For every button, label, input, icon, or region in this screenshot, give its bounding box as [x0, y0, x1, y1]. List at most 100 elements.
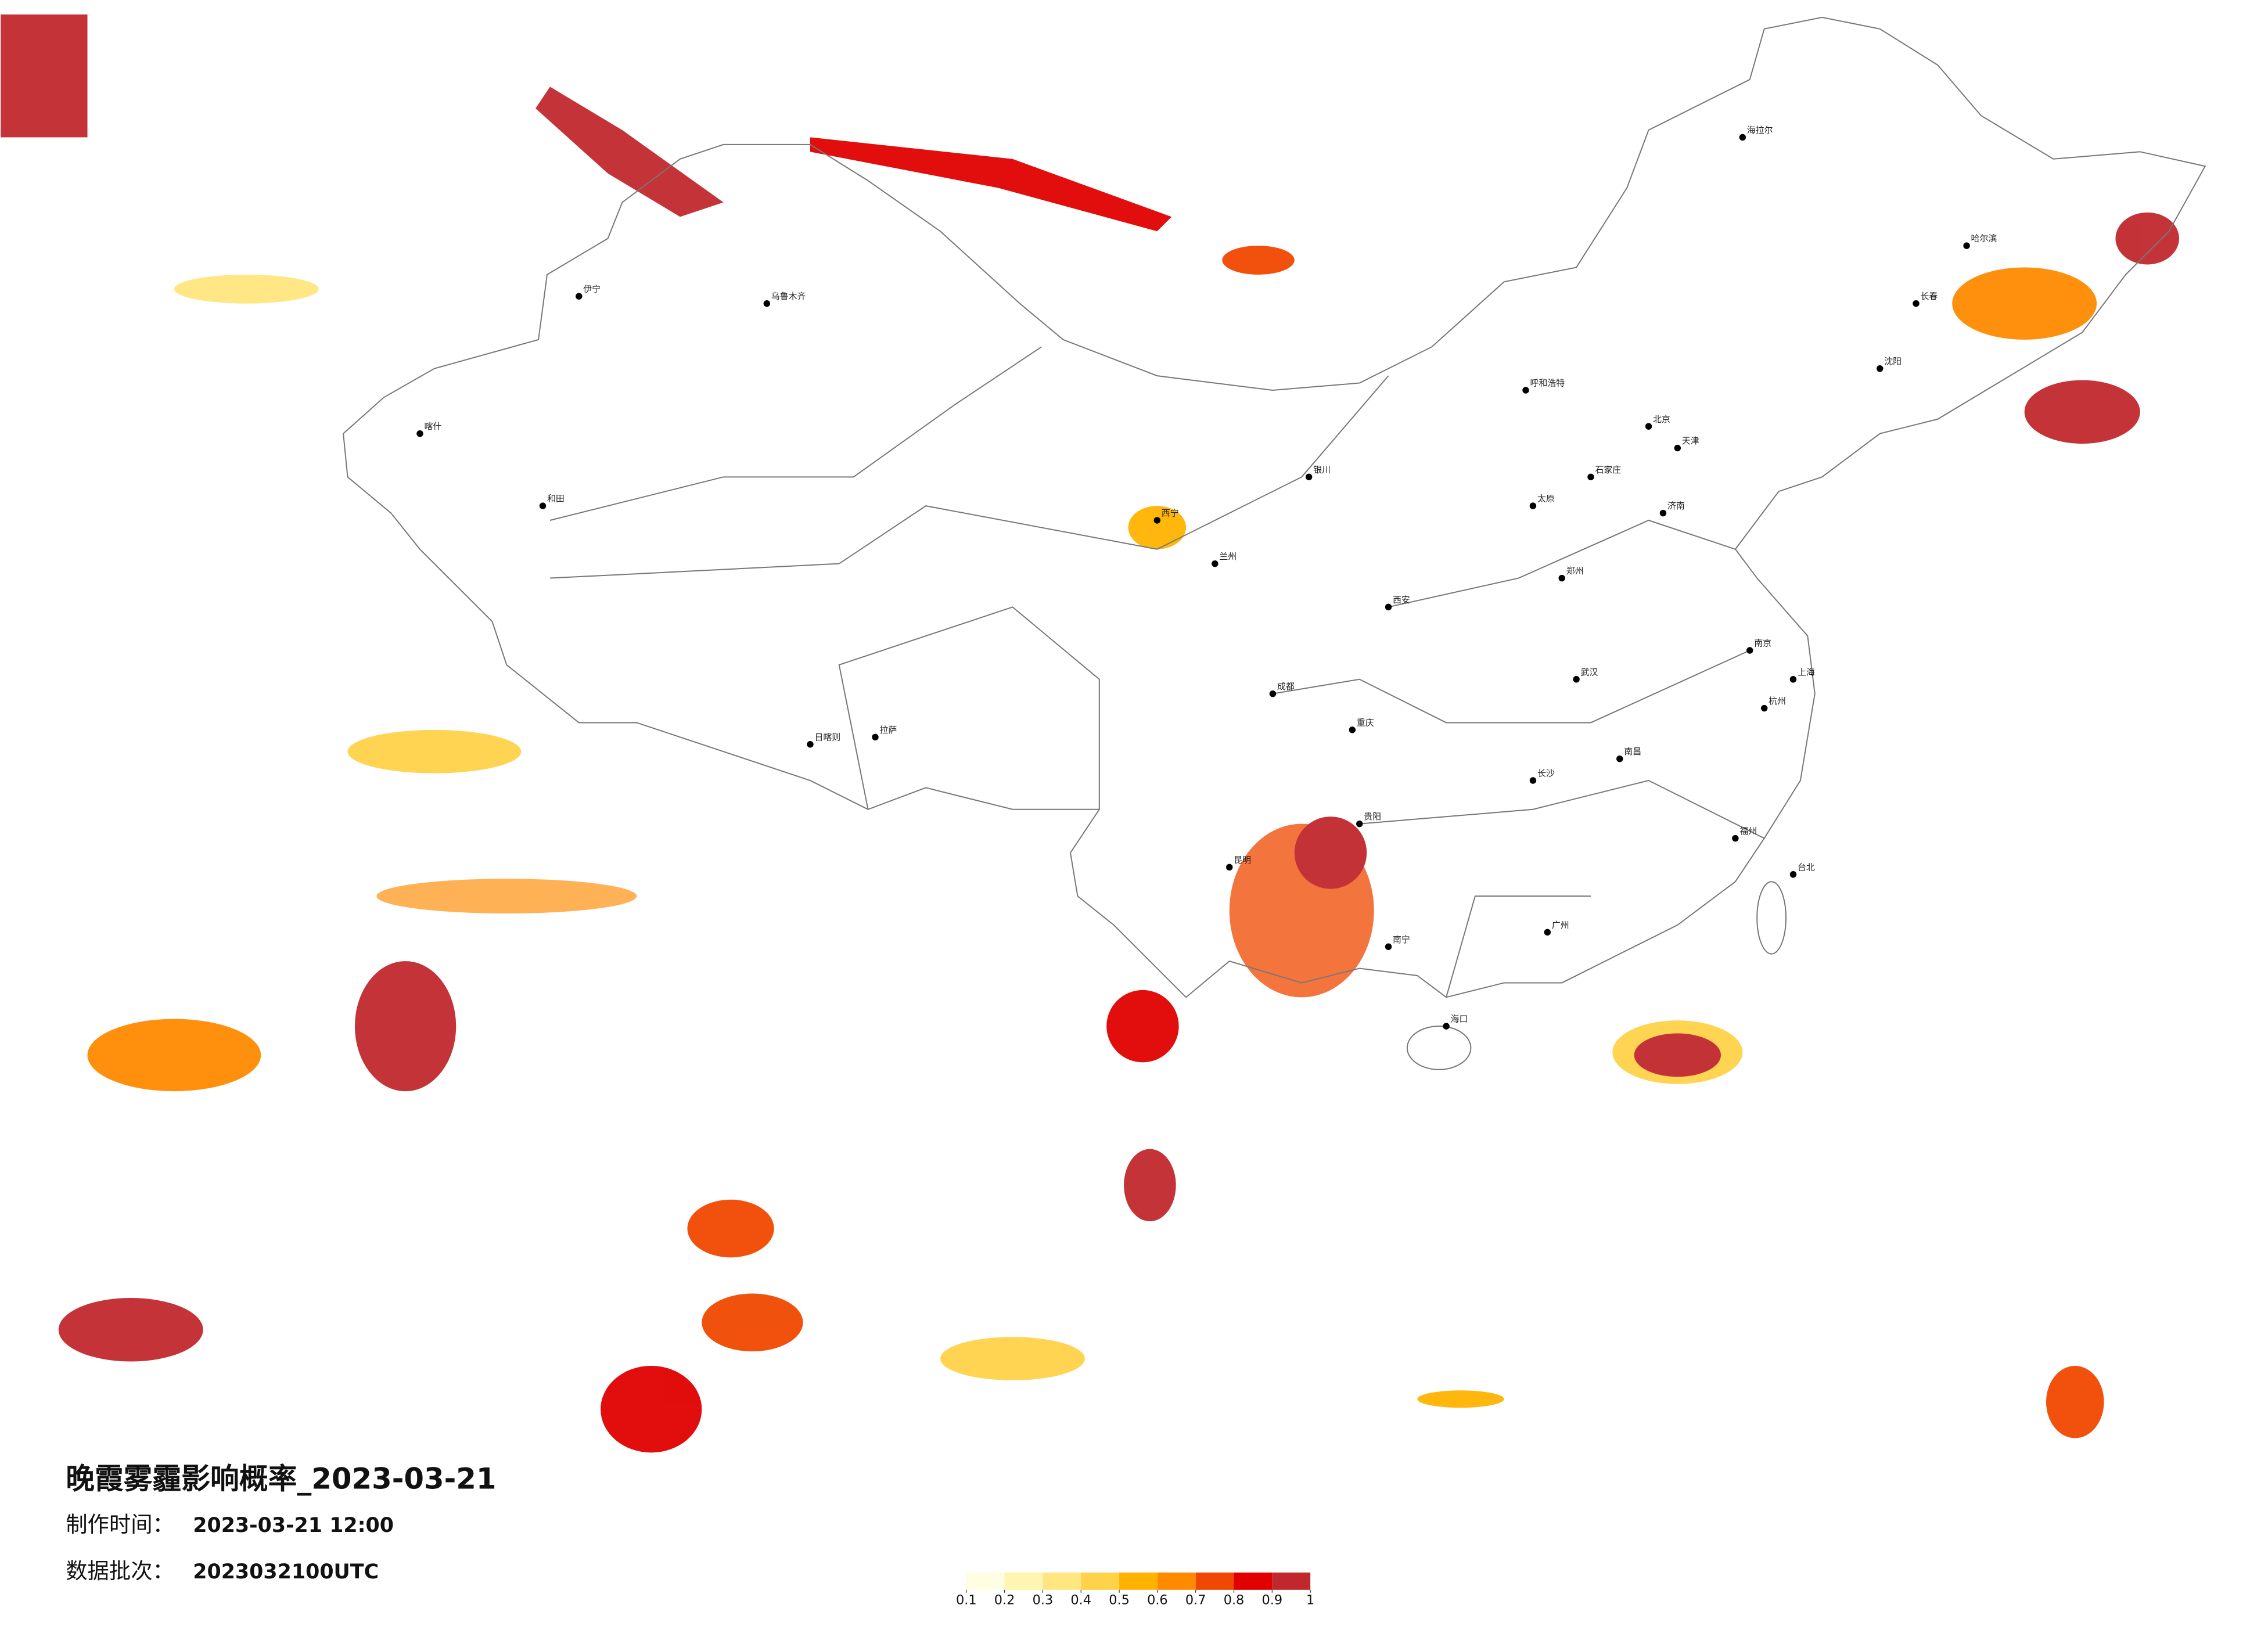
- city-label: 兰州: [1219, 551, 1237, 562]
- city-dot: [1226, 864, 1233, 871]
- city-label: 北京: [1653, 414, 1670, 425]
- city-dot: [1760, 704, 1768, 712]
- city-label: 拉萨: [879, 725, 897, 735]
- city-dot: [1789, 871, 1797, 878]
- colorbar-bin: [1157, 1572, 1196, 1590]
- made-time-value: 2023-03-21 12:00: [193, 1514, 394, 1537]
- city-dot: [1529, 502, 1537, 509]
- city-label: 郑州: [1566, 566, 1584, 576]
- city-label: 海拉尔: [1747, 125, 1773, 135]
- haze-field: [1, 14, 2179, 1453]
- city-dot: [539, 502, 547, 509]
- colorbar-tick-label: 0.5: [1109, 1593, 1130, 1608]
- city-label: 成都: [1277, 681, 1295, 692]
- colorbar-bin: [1234, 1572, 1273, 1590]
- city-label: 伊宁: [583, 284, 601, 294]
- city-dot: [1732, 834, 1739, 842]
- city-dot: [1674, 444, 1681, 452]
- city-dot: [1746, 647, 1753, 654]
- colorbar-bin: [966, 1572, 1005, 1590]
- city-label: 日喀则: [814, 732, 840, 742]
- city-dot: [1587, 473, 1594, 481]
- colorbar-tick-label: 0.7: [1185, 1593, 1206, 1608]
- colorbar-tick-label: 0.4: [1070, 1593, 1091, 1608]
- colorbar-tick-label: 0.9: [1262, 1593, 1283, 1608]
- city-dot: [1963, 242, 1970, 249]
- colorbar-bin: [1043, 1572, 1081, 1590]
- city-label: 长沙: [1537, 768, 1555, 779]
- city-dot: [807, 741, 814, 748]
- batch-value: 2023032100UTC: [193, 1560, 379, 1584]
- city-label: 台北: [1798, 862, 1815, 872]
- title: 晚霞雾霾影响概率_2023-03-21: [66, 1462, 496, 1496]
- colorbar-tick-label: 0.8: [1224, 1593, 1245, 1608]
- city-dot: [1356, 820, 1363, 828]
- city-dot: [763, 300, 771, 307]
- city-label: 和田: [547, 494, 565, 504]
- city-label: 南宁: [1393, 934, 1410, 945]
- city-dot: [1153, 517, 1161, 524]
- city-dot: [1529, 777, 1537, 784]
- city-dot: [872, 733, 879, 741]
- borders: [343, 16, 2206, 1070]
- city-dot: [1573, 676, 1580, 683]
- city-dot: [1522, 387, 1529, 394]
- city-label: 昆明: [1234, 855, 1251, 865]
- city-label: 乌鲁木齐: [771, 291, 806, 301]
- colorbar-tick-label: 0.3: [1033, 1593, 1054, 1608]
- city-dot: [1544, 929, 1551, 936]
- city-dot: [1616, 755, 1623, 762]
- city-label: 银川: [1313, 465, 1331, 475]
- colorbar-bin: [1195, 1572, 1234, 1590]
- city-dot: [576, 293, 583, 300]
- city-label: 海口: [1451, 1014, 1468, 1024]
- colorbar-bin: [1081, 1572, 1120, 1590]
- city-label: 天津: [1682, 436, 1699, 446]
- colorbar-tick-label: 0.1: [956, 1593, 977, 1608]
- colorbar-tick-label: 1: [1306, 1593, 1314, 1608]
- city-label: 武汉: [1581, 667, 1598, 677]
- colorbar-tick-label: 0.2: [994, 1593, 1015, 1608]
- city-label: 南京: [1754, 638, 1771, 649]
- city-label: 重庆: [1357, 717, 1374, 728]
- city-label: 长春: [1920, 291, 1938, 301]
- city-label: 石家庄: [1595, 465, 1621, 475]
- city-dot: [1443, 1023, 1450, 1030]
- city-dot: [1385, 943, 1392, 950]
- city-label: 福州: [1739, 826, 1757, 836]
- city-label: 南昌: [1624, 746, 1641, 757]
- city-dot: [1385, 603, 1392, 611]
- city-dot: [1212, 560, 1219, 567]
- city-label: 西宁: [1162, 508, 1179, 519]
- city-label: 呼和浩特: [1530, 378, 1565, 388]
- city-dot: [1305, 473, 1313, 481]
- city-label: 杭州: [1769, 696, 1786, 706]
- city-label: 哈尔滨: [1971, 233, 1997, 244]
- city-dot: [1789, 676, 1797, 683]
- city-label: 济南: [1667, 501, 1685, 511]
- colorbar: 0.1 0.2 0.3 0.4 0.5 0.6 0.7 0.8 0.9 1: [956, 1572, 1314, 1608]
- city-label: 太原: [1537, 494, 1555, 504]
- city-dot: [1877, 365, 1884, 372]
- city-label: 西安: [1393, 595, 1410, 605]
- city-label: 贵阳: [1364, 811, 1381, 822]
- colorbar-bin: [1119, 1572, 1158, 1590]
- city-dot: [1659, 509, 1667, 517]
- colorbar-bin: [1272, 1572, 1311, 1590]
- made-time-label: 制作时间：: [66, 1512, 174, 1537]
- city-label: 沈阳: [1884, 356, 1902, 366]
- city-dot: [416, 430, 423, 437]
- city-label: 广州: [1552, 920, 1569, 930]
- city-dot: [1913, 300, 1920, 307]
- city-dot: [1739, 134, 1746, 141]
- city-dot: [1558, 574, 1565, 582]
- city-dot: [1349, 726, 1356, 733]
- city-dot: [1645, 423, 1652, 430]
- batch-label: 数据批次：: [66, 1558, 174, 1584]
- city-dot: [1269, 690, 1277, 697]
- city-label: 上海: [1798, 667, 1815, 677]
- colorbar-tick-label: 0.6: [1147, 1593, 1168, 1608]
- colorbar-bin: [1004, 1572, 1043, 1590]
